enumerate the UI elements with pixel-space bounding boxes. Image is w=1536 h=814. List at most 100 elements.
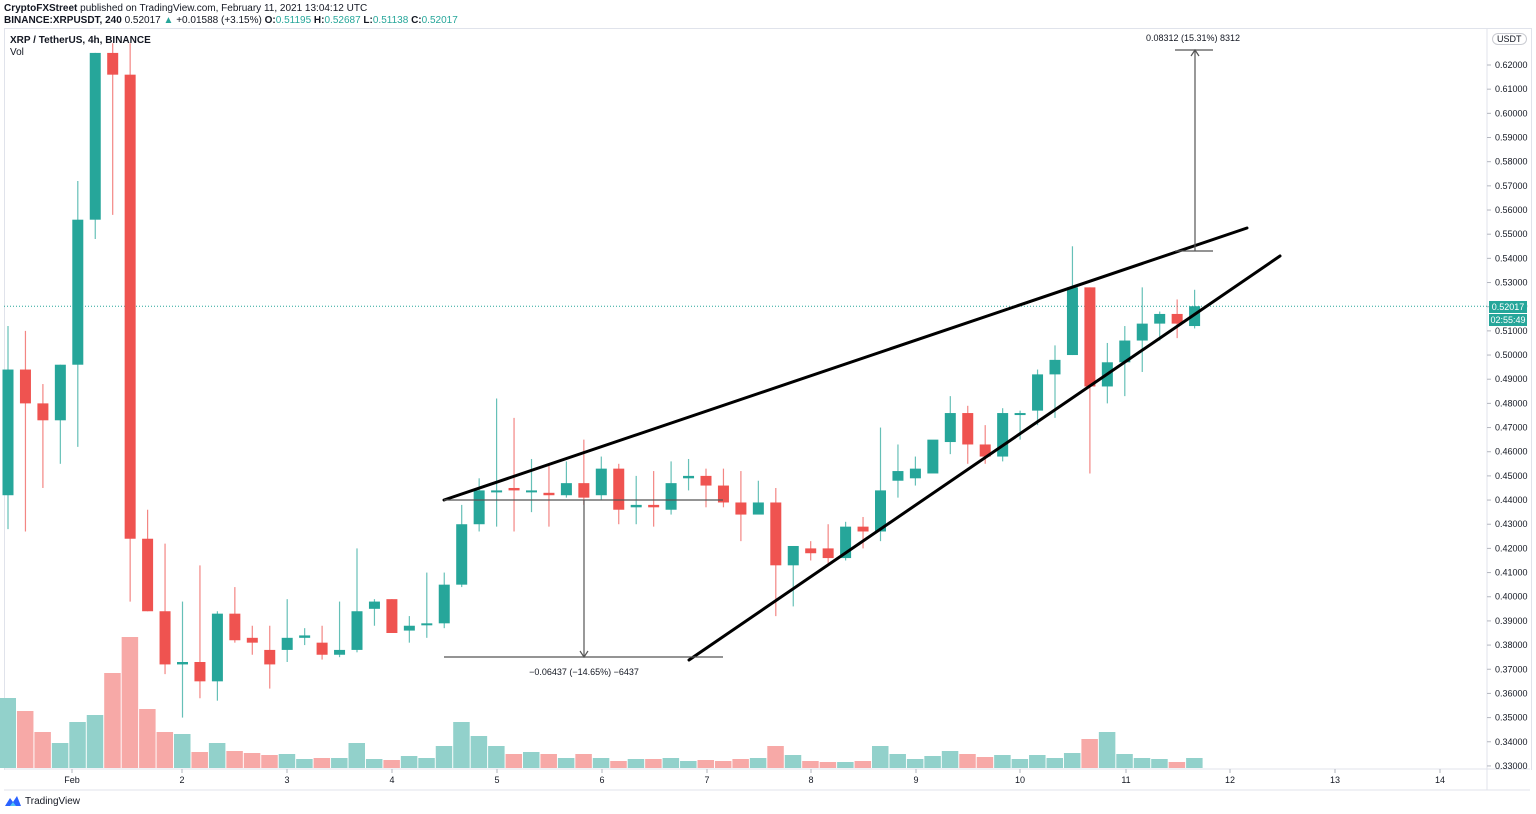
volume-bar <box>749 758 767 768</box>
volume-bar <box>331 758 348 768</box>
volume-bar <box>889 754 906 768</box>
candle-body <box>159 611 171 665</box>
candle-body <box>386 599 398 633</box>
volume-bar <box>1029 755 1046 768</box>
volume-bar <box>313 758 331 768</box>
x-tick-label: 4 <box>389 775 394 785</box>
candle-body <box>857 526 869 532</box>
y-tick-label: 0.47000 <box>1495 423 1528 433</box>
y-tick-label: 0.40000 <box>1495 592 1528 602</box>
close-label: C: <box>411 15 422 26</box>
candle-body <box>665 483 677 510</box>
high-label: H: <box>313 15 325 26</box>
volume-bar <box>348 743 365 768</box>
volume-bar <box>854 761 872 768</box>
candle-body <box>229 613 241 641</box>
volume-bar <box>680 761 697 768</box>
volume-bar <box>1011 759 1029 768</box>
candle-body <box>752 502 764 515</box>
volume-bar <box>837 762 854 768</box>
candle-body <box>194 661 206 682</box>
volume-legend[interactable]: Vol <box>10 47 24 58</box>
candle-body <box>142 538 154 612</box>
y-tick-label: 0.49000 <box>1495 374 1528 384</box>
y-tick-label: 0.38000 <box>1495 640 1528 650</box>
current-price-tag: 0.52017 <box>1489 301 1527 313</box>
candle-body <box>962 413 974 445</box>
volume-bar <box>104 673 121 768</box>
candle-body <box>892 471 904 481</box>
candle-body <box>770 502 782 566</box>
candle-body <box>351 611 363 650</box>
volume-bar <box>1081 739 1098 768</box>
x-tick-label: 7 <box>704 775 709 785</box>
volume-bar <box>994 755 1011 768</box>
y-tick-label: 0.36000 <box>1495 688 1528 698</box>
volume-bar <box>156 732 174 768</box>
y-tick-label: 0.42000 <box>1495 543 1528 553</box>
y-tick-label: 0.39000 <box>1495 616 1528 626</box>
up-arrow-icon: ▲ <box>163 15 174 26</box>
volume-bar <box>261 755 278 768</box>
y-tick-label: 0.37000 <box>1495 664 1528 674</box>
arrow-down-icon <box>579 650 589 659</box>
x-tick-label: 8 <box>808 775 813 785</box>
y-tick-label: 0.46000 <box>1495 447 1528 457</box>
volume-bar <box>784 755 802 768</box>
candle-body <box>805 548 817 554</box>
candle-body <box>72 219 84 365</box>
candle-body <box>700 475 712 486</box>
volume-bar <box>139 709 156 768</box>
close-value: 0.52017 <box>421 15 458 26</box>
volume-bar <box>418 758 435 768</box>
y-tick-label: 0.54000 <box>1495 253 1528 263</box>
volume-bar <box>697 760 714 768</box>
series-legend[interactable]: XRP / TetherUS, 4h, BINANCE <box>10 35 151 46</box>
y-tick-label: 0.60000 <box>1495 108 1528 118</box>
trendline <box>442 226 1249 502</box>
candle-body <box>578 483 590 498</box>
candle-body <box>630 504 642 508</box>
candle-body <box>1032 374 1044 411</box>
candle-body <box>717 485 729 503</box>
candle-body <box>927 439 939 474</box>
candle-body <box>1049 359 1061 375</box>
open-label: O: <box>264 15 276 26</box>
y-tick-label: 0.45000 <box>1495 471 1528 481</box>
x-tick-label: Feb <box>64 775 80 785</box>
candle-body <box>316 642 328 655</box>
volume-bar <box>557 758 575 768</box>
last-price: 0.52017 <box>124 15 161 26</box>
volume-bar <box>226 751 243 768</box>
volume-bar <box>662 758 680 768</box>
y-tick-label: 0.50000 <box>1495 350 1528 360</box>
volume-bar <box>959 754 976 768</box>
tradingview-logo[interactable]: TradingView <box>4 795 80 807</box>
y-tick-label: 0.44000 <box>1495 495 1528 505</box>
candle-body <box>107 52 119 75</box>
volume-bar <box>575 754 592 768</box>
y-tick-label: 0.61000 <box>1495 84 1528 94</box>
candle-body <box>822 548 834 559</box>
volume-bar <box>523 752 540 768</box>
high-value: 0.52687 <box>324 15 361 26</box>
candle-body <box>403 625 415 631</box>
tradingview-icon <box>5 796 21 806</box>
volume-bar <box>767 746 784 768</box>
open-value: 0.51195 <box>275 15 312 26</box>
candle-body <box>37 403 49 421</box>
volume-bar <box>976 757 994 768</box>
candle-body <box>560 483 572 496</box>
y-tick-label: 0.51000 <box>1495 326 1528 336</box>
x-tick-label: 2 <box>179 775 184 785</box>
candle-body <box>683 475 695 479</box>
candle-body <box>2 369 14 496</box>
candle-body <box>648 504 660 508</box>
candle-body <box>299 635 311 638</box>
candle-body <box>264 649 276 665</box>
candle-body <box>491 490 503 493</box>
currency-badge[interactable]: USDT <box>1492 33 1527 45</box>
candle-body <box>875 490 886 532</box>
volume-bar <box>435 746 453 768</box>
